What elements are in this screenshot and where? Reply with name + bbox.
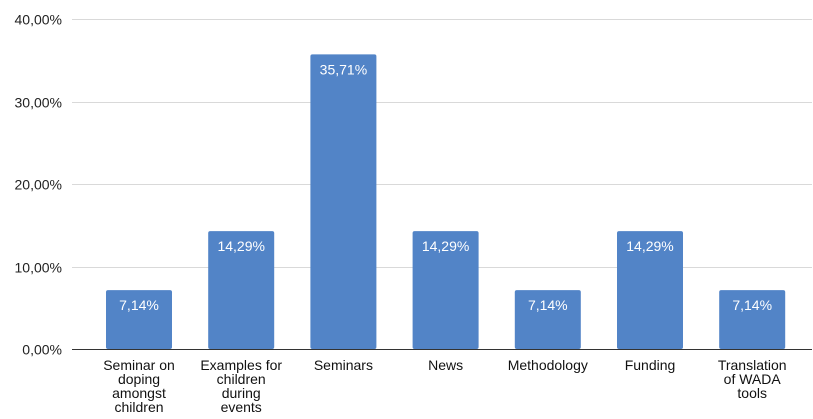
y-tick-label: 0,00% <box>22 342 62 358</box>
data-label: 7,14% <box>732 297 772 313</box>
y-axis-ticks: 0,00% 10,00% 20,00% 30,00% 40,00% <box>15 12 62 358</box>
x-tick-label: Methodology <box>508 357 588 373</box>
y-tick-label: 10,00% <box>15 260 62 276</box>
bar <box>719 290 786 349</box>
bar <box>514 290 581 349</box>
x-tick-label: Seminars <box>314 357 373 373</box>
y-tick-label: 40,00% <box>15 12 62 28</box>
category-labels: Seminar on doping amongst children Examples … <box>103 357 786 415</box>
x-tick-label: Funding <box>625 357 676 373</box>
bars <box>106 54 786 350</box>
bar <box>310 54 377 350</box>
x-tick-label: Translation of WADA tools <box>718 357 787 401</box>
bar <box>617 231 683 349</box>
x-tick-label: Seminar on doping amongst children <box>103 357 175 415</box>
y-tick-label: 20,00% <box>15 177 62 193</box>
data-label: 14,29% <box>626 238 673 254</box>
data-label: 14,29% <box>217 238 264 254</box>
y-tick-label: 30,00% <box>15 95 62 111</box>
data-label: 35,71% <box>320 61 367 77</box>
data-label: 7,14% <box>119 297 159 313</box>
bar <box>106 290 172 349</box>
data-label: 14,29% <box>422 238 469 254</box>
bar <box>208 231 275 349</box>
data-labels: 7,14% 14,29% 35,71% 14,29% 7,14% 14,29% 7,14% <box>119 61 772 313</box>
grid-lines <box>72 19 812 268</box>
x-tick-label: Examples for children during events <box>200 357 282 415</box>
x-tick-label: News <box>428 357 463 373</box>
bar <box>412 231 479 349</box>
data-label: 7,14% <box>528 297 568 313</box>
